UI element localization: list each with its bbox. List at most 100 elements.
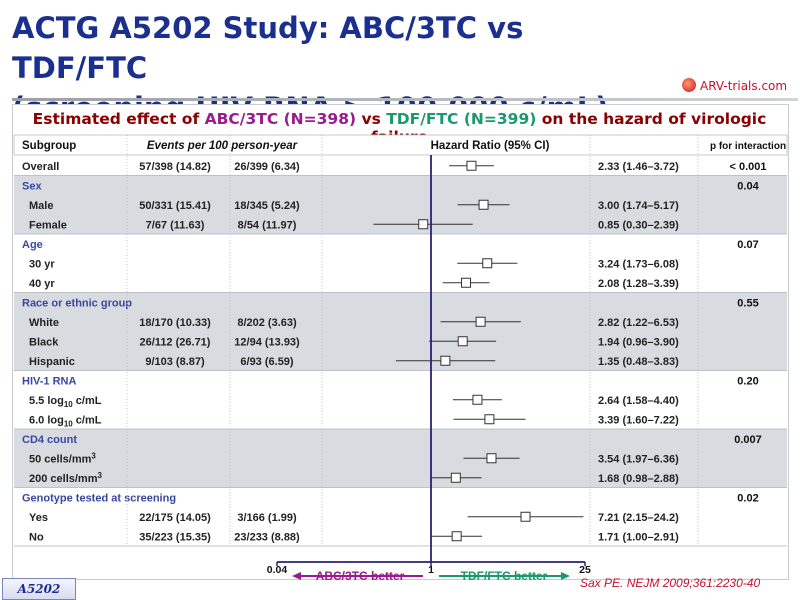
row-label: Hispanic <box>29 356 75 368</box>
row-label-subscript: 10 <box>64 400 73 409</box>
title-line-1: ACTG A5202 Study: ABC/3TC vs TDF/FTC <box>12 11 524 85</box>
hr-point <box>475 316 486 327</box>
row-label-text: 50 cells/mm <box>29 453 92 465</box>
row-label: 50 cells/mm3 <box>29 451 96 465</box>
hr-point <box>451 531 462 542</box>
tdf-events: 26/399 (6.34) <box>234 161 300 173</box>
row-bg <box>14 507 787 527</box>
row-label: 5.5 log10 c/mL <box>29 395 102 409</box>
hr-ci-text: 2.64 (1.58–4.40) <box>598 395 679 407</box>
row-bg <box>14 195 787 215</box>
hr-ci-text: 2.08 (1.28–3.39) <box>598 278 679 290</box>
header-row-bg <box>13 134 788 156</box>
p-value: 0.02 <box>737 492 758 504</box>
row-label-text: 200 cells/mm <box>29 473 98 485</box>
row-label: No <box>29 531 44 543</box>
group-label: CD4 count <box>22 434 77 446</box>
row-label-suffix: c/mL <box>73 414 102 426</box>
hr-point <box>466 160 477 171</box>
subtitle-pre: Estimated effect of <box>32 110 205 128</box>
row-bg <box>14 370 787 390</box>
row-bg <box>14 331 787 351</box>
hr-ci-text: 3.00 (1.74–5.17) <box>598 200 679 212</box>
hr-ci-text: 1.71 (1.00–2.91) <box>598 531 679 543</box>
hr-point <box>440 355 451 366</box>
p-value: 0.04 <box>737 180 759 192</box>
hr-ci-text: 0.85 (0.30–2.39) <box>598 219 679 231</box>
row-label: Yes <box>29 512 48 524</box>
arv-logo-text: ARV-trials.com <box>700 79 788 93</box>
abc-events: 26/112 (26.71) <box>140 336 211 348</box>
row-bg <box>14 448 787 468</box>
row-bg <box>14 312 787 332</box>
row-label: White <box>29 317 59 329</box>
row-bg <box>14 253 787 273</box>
row-label: Overall <box>22 161 59 173</box>
row-label-subscript: 10 <box>64 419 73 428</box>
hr-ci-text: 3.39 (1.60–7.22) <box>598 414 679 426</box>
row-label-text: Female <box>29 219 67 231</box>
hr-point <box>457 336 468 347</box>
abc-better-arrowhead-icon <box>292 572 301 580</box>
p-value: 0.07 <box>737 239 758 251</box>
citation: Sax PE. NEJM 2009;361:2230-40 <box>580 576 761 590</box>
row-label-text: 30 yr <box>29 258 55 270</box>
row-bg <box>14 429 787 449</box>
row-bg <box>14 234 787 254</box>
hr-ci-text: 1.68 (0.98–2.88) <box>598 473 679 485</box>
hr-point <box>486 453 497 464</box>
subtitle-tdf: TDF/FTC (N=399) <box>386 110 537 128</box>
row-bg <box>14 273 787 293</box>
row-bg <box>14 487 787 507</box>
x-tick-label: 0.04 <box>267 564 288 576</box>
arv-logo-icon <box>682 78 696 92</box>
row-bg <box>14 156 787 176</box>
header-events: Events per 100 person-year <box>147 140 298 152</box>
tdf-events: 18/345 (5.24) <box>234 200 300 212</box>
hr-point <box>482 258 493 269</box>
row-bg <box>14 526 787 546</box>
tdf-events: 3/166 (1.99) <box>237 512 297 524</box>
hr-point <box>520 511 531 522</box>
tdf-events: 8/202 (3.63) <box>237 317 297 329</box>
x-right-label: TDF/FTC better <box>461 569 548 583</box>
row-label-text: Overall <box>22 161 59 173</box>
hr-point <box>472 394 483 405</box>
subtitle-abc: ABC/3TC (N=398) <box>204 110 357 128</box>
group-label: HIV-1 RNA <box>22 375 76 387</box>
tdf-events: 8/54 (11.97) <box>238 219 297 231</box>
abc-events: 22/175 (14.05) <box>139 512 211 524</box>
row-label-text: No <box>29 531 44 543</box>
hr-ci-text: 2.82 (1.22–6.53) <box>598 317 679 329</box>
row-bg <box>14 409 787 429</box>
title-divider <box>12 98 798 101</box>
row-bg <box>14 292 787 312</box>
row-label-text: Black <box>29 336 59 348</box>
x-tick-label: 25 <box>579 564 591 576</box>
subtitle-mid: vs <box>356 110 387 128</box>
abc-events: 57/398 (14.82) <box>139 161 211 173</box>
p-value: 0.55 <box>737 297 758 309</box>
header-subgroup: Subgroup <box>22 140 76 152</box>
row-label-text: Yes <box>29 512 48 524</box>
p-value: < 0.001 <box>729 161 766 173</box>
row-label-superscript: 3 <box>91 451 96 460</box>
abc-events: 7/67 (11.63) <box>146 219 205 231</box>
hr-ci-text: 1.35 (0.48–3.83) <box>598 356 679 368</box>
hr-point <box>478 199 489 210</box>
hr-point <box>484 414 495 425</box>
tdf-better-arrowhead-icon <box>561 572 570 580</box>
row-label-text: 5.5 log <box>29 395 64 407</box>
group-label: Age <box>22 239 43 251</box>
row-label: 40 yr <box>29 278 55 290</box>
hr-ci-text: 2.33 (1.46–3.72) <box>598 161 679 173</box>
group-label: Race or ethnic group <box>22 297 132 309</box>
row-label-text: 6.0 log <box>29 414 64 426</box>
row-bg <box>14 175 787 195</box>
abc-events: 35/223 (15.35) <box>139 531 211 543</box>
study-badge: A5202 <box>2 578 76 600</box>
group-label: Sex <box>22 180 42 192</box>
hr-point <box>461 277 472 288</box>
abc-events: 9/103 (8.87) <box>145 356 205 368</box>
